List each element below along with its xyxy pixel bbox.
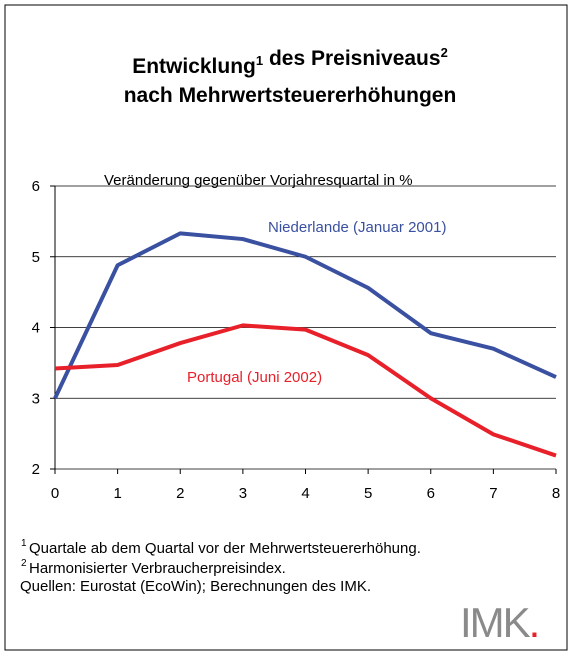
title-part: Entwicklung <box>132 55 256 78</box>
x-tick-label: 4 <box>301 485 309 502</box>
source: Quellen: Eurostat (EcoWin); Berechnungen… <box>20 578 372 595</box>
x-tick-label: 1 <box>113 485 121 502</box>
y-axis-label: Veränderung gegenüber Vorjahresquartal i… <box>104 172 413 189</box>
x-tick-label: 5 <box>364 485 372 502</box>
y-tick-label: 5 <box>32 249 40 266</box>
x-tick-label: 3 <box>239 485 247 502</box>
x-tick-label: 2 <box>176 485 184 502</box>
x-tick-label: 7 <box>489 485 497 502</box>
footnote: Quartale ab dem Quartal vor der Mehrwert… <box>29 540 421 557</box>
x-tick-label: 0 <box>51 485 59 502</box>
footnote-mark: 1 <box>21 538 27 549</box>
x-tick-label: 8 <box>552 485 560 502</box>
source-box: Quellen: Eurostat (EcoWin); Berechnungen… <box>20 578 372 595</box>
logo-dot: . <box>529 599 539 646</box>
chart-title: nach Mehrwertsteuererhöhungen <box>124 84 457 107</box>
y-tick-label: 2 <box>32 461 40 478</box>
title-superscript: 2 <box>441 45 448 60</box>
footnote-mark: 2 <box>21 558 27 569</box>
title-superscript: 1 <box>256 53 263 68</box>
frame <box>4 4 568 651</box>
y-tick-label: 6 <box>32 178 40 195</box>
title-part: des Preisniveaus <box>263 47 440 70</box>
series-label: Portugal (Juni 2002) <box>187 369 322 386</box>
series-line <box>54 323 557 458</box>
y-tick-label: 4 <box>32 320 40 337</box>
series-label: Niederlande (Januar 2001) <box>268 219 446 236</box>
chart-title: Entwicklung1 des Preisniveaus2 <box>132 45 448 78</box>
x-tick-label: 6 <box>427 485 435 502</box>
logo: IMK. <box>460 599 538 646</box>
footnote: Harmonisierter Verbraucherpreisindex. <box>29 560 286 577</box>
logo-text: IMK <box>460 599 531 646</box>
series-line <box>53 231 557 400</box>
y-tick-label: 3 <box>32 390 40 407</box>
